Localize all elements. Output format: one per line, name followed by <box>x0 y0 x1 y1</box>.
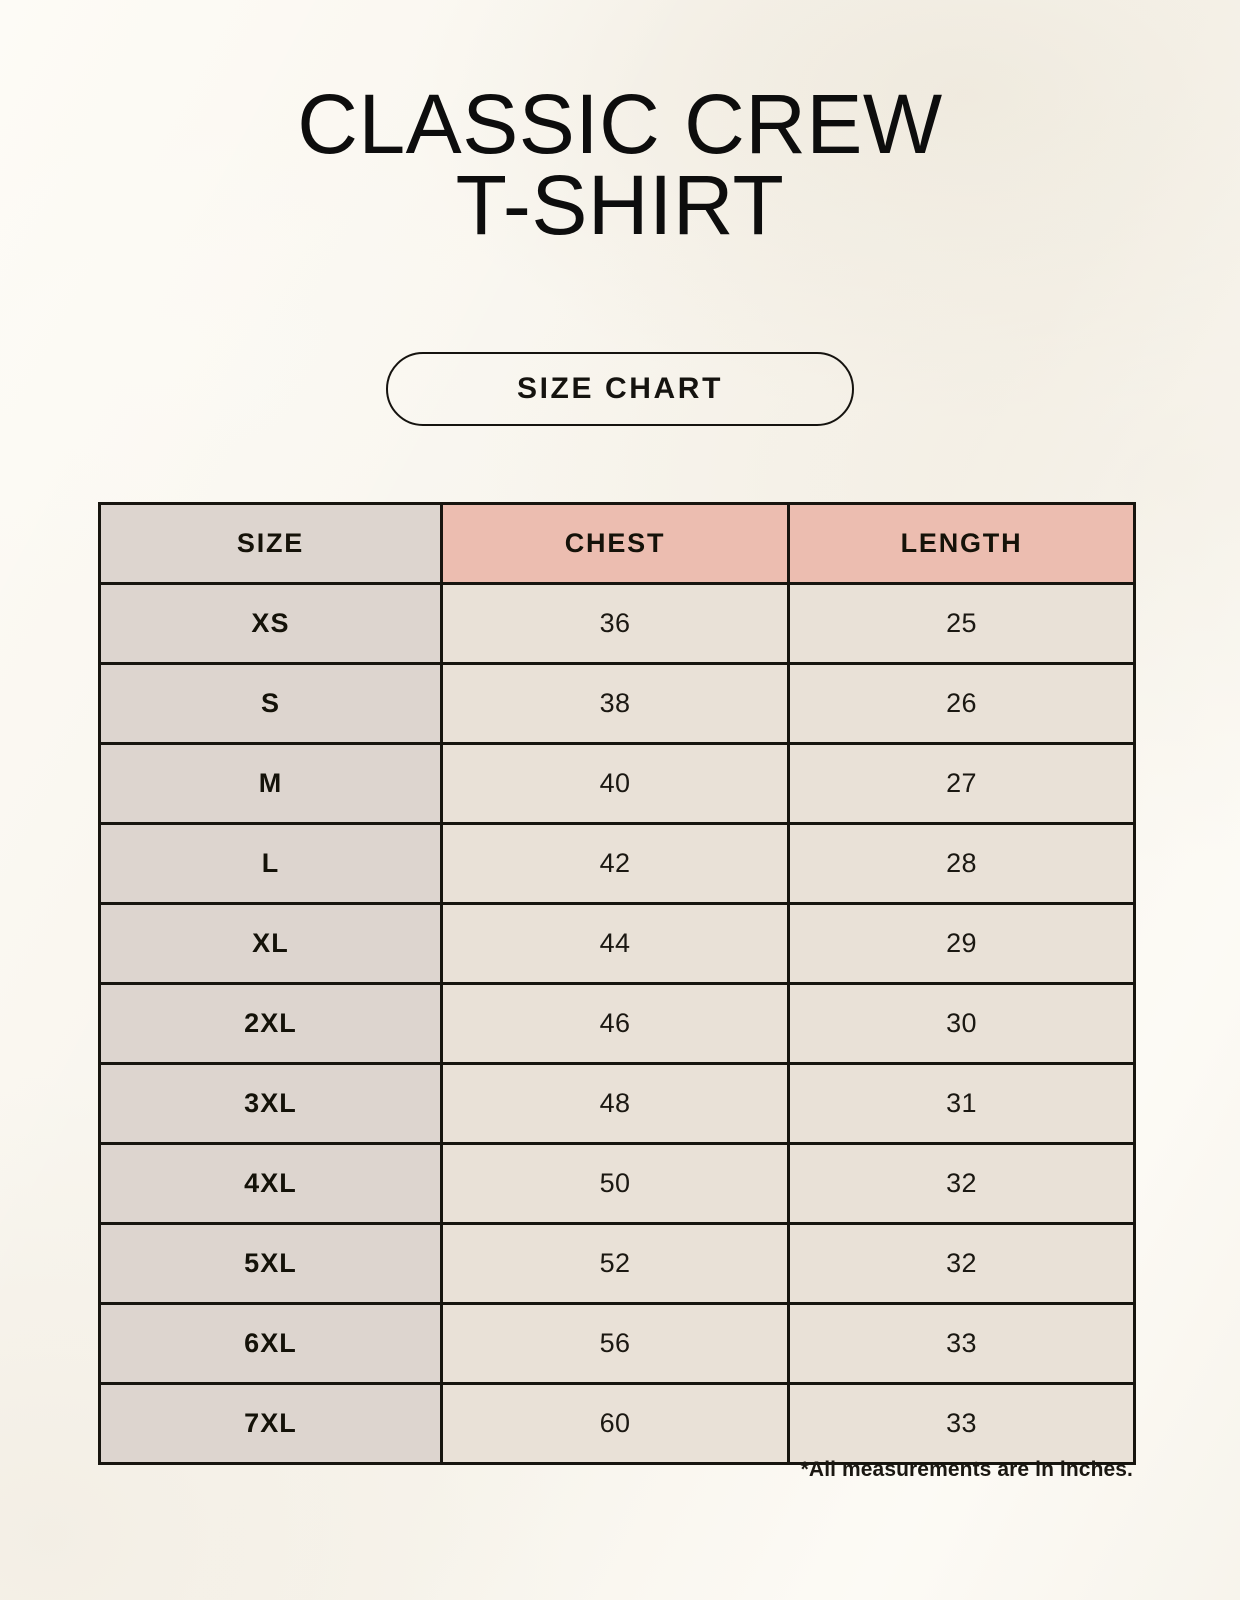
cell-length: 32 <box>787 1142 1136 1225</box>
cell-size: 4XL <box>98 1142 443 1225</box>
table-row: 2XL 46 30 <box>98 982 1136 1065</box>
measurement-footnote: *All measurements are in inches. <box>800 1458 1133 1481</box>
table-header-row: SIZE CHEST LENGTH <box>98 502 1136 585</box>
cell-length: 33 <box>787 1302 1136 1385</box>
table-body: XS 36 25 S 38 26 M 40 27 L 42 28 <box>98 582 1136 1465</box>
cell-chest: 40 <box>440 742 790 825</box>
cell-size: 7XL <box>98 1382 443 1465</box>
table-row: 7XL 60 33 <box>98 1382 1136 1465</box>
cell-size: L <box>98 822 443 905</box>
page-title: CLASSIC CREW T-SHIRT <box>297 77 943 252</box>
cell-chest: 56 <box>440 1302 790 1385</box>
cell-length: 30 <box>787 982 1136 1065</box>
size-table-container: SIZE CHEST LENGTH XS 36 25 S 38 26 M <box>98 502 1136 1465</box>
table-row: L 42 28 <box>98 822 1136 905</box>
cell-length: 32 <box>787 1222 1136 1305</box>
cell-length: 28 <box>787 822 1136 905</box>
cell-chest: 52 <box>440 1222 790 1305</box>
cell-length: 33 <box>787 1382 1136 1465</box>
size-chart-table: SIZE CHEST LENGTH XS 36 25 S 38 26 M <box>98 502 1136 1465</box>
cell-length: 27 <box>787 742 1136 825</box>
cell-size: XS <box>98 582 443 665</box>
cell-chest: 46 <box>440 982 790 1065</box>
cell-chest: 44 <box>440 902 790 985</box>
cell-chest: 38 <box>440 662 790 745</box>
column-header-chest: CHEST <box>440 502 790 585</box>
cell-length: 29 <box>787 902 1136 985</box>
column-header-size: SIZE <box>98 502 443 585</box>
table-row: 5XL 52 32 <box>98 1222 1136 1305</box>
table-row: 4XL 50 32 <box>98 1142 1136 1225</box>
cell-size: 2XL <box>98 982 443 1065</box>
cell-size: 3XL <box>98 1062 443 1145</box>
cell-length: 25 <box>787 582 1136 665</box>
cell-size: 6XL <box>98 1302 443 1385</box>
cell-size: S <box>98 662 443 745</box>
table-row: XS 36 25 <box>98 582 1136 665</box>
cell-chest: 42 <box>440 822 790 905</box>
table-row: XL 44 29 <box>98 902 1136 985</box>
cell-chest: 48 <box>440 1062 790 1145</box>
cell-size: M <box>98 742 443 825</box>
table-row: 3XL 48 31 <box>98 1062 1136 1145</box>
cell-chest: 36 <box>440 582 790 665</box>
cell-chest: 60 <box>440 1382 790 1465</box>
table-row: M 40 27 <box>98 742 1136 825</box>
cell-length: 26 <box>787 662 1136 745</box>
cell-chest: 50 <box>440 1142 790 1225</box>
size-chart-badge: SIZE CHART <box>386 352 854 426</box>
cell-size: XL <box>98 902 443 985</box>
title-block: CLASSIC CREW T-SHIRT <box>0 77 1240 252</box>
table-row: S 38 26 <box>98 662 1136 745</box>
badge-container: SIZE CHART <box>0 352 1240 426</box>
cell-size: 5XL <box>98 1222 443 1305</box>
column-header-length: LENGTH <box>787 502 1136 585</box>
table-header: SIZE CHEST LENGTH <box>98 502 1136 585</box>
table-row: 6XL 56 33 <box>98 1302 1136 1385</box>
cell-length: 31 <box>787 1062 1136 1145</box>
